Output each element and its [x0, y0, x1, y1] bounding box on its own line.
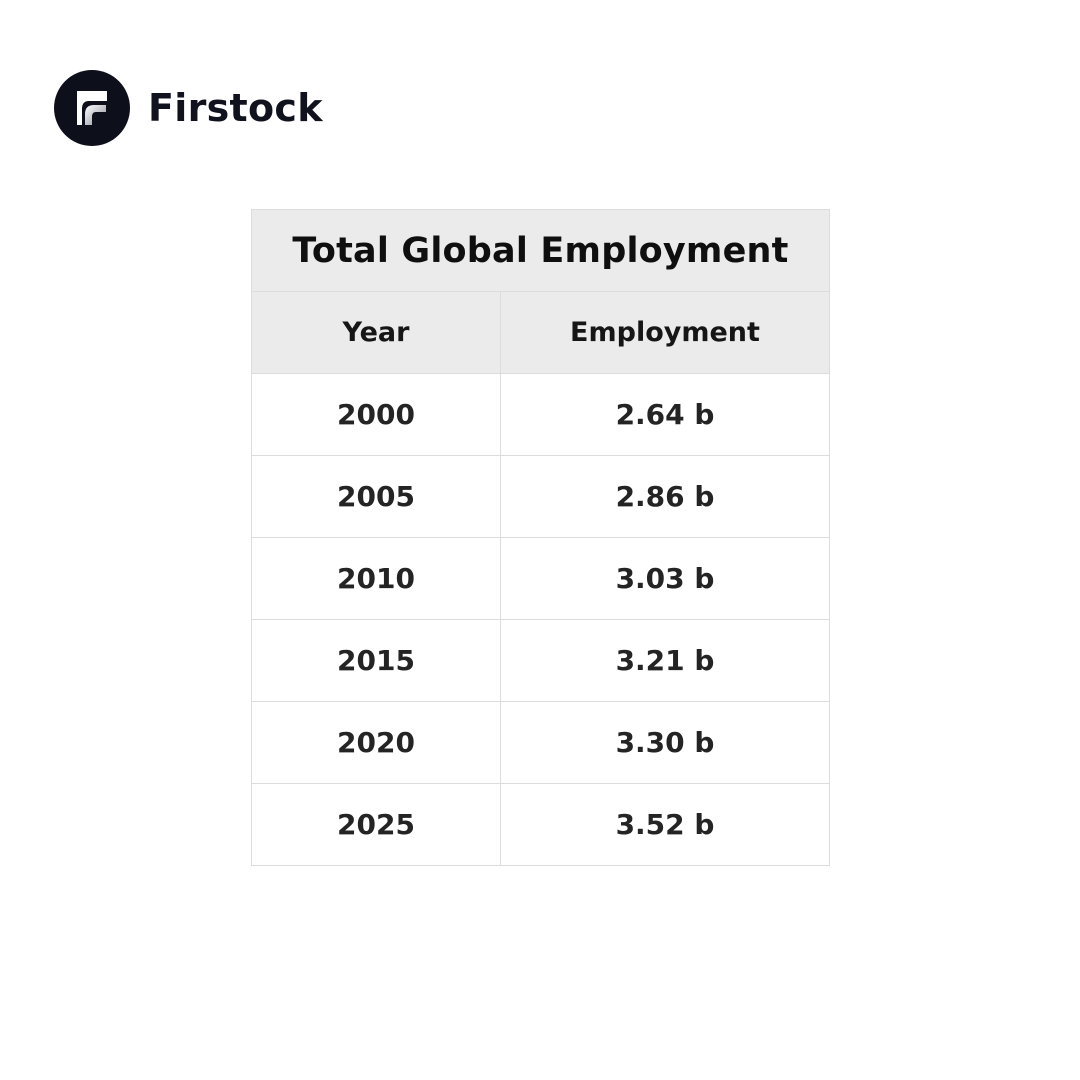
column-header-employment: Employment — [500, 291, 830, 374]
column-header-year: Year — [251, 291, 501, 374]
year-cell: 2010 — [251, 537, 501, 620]
employment-cell: 3.03 b — [500, 537, 830, 620]
table-row: 2025 3.52 b — [251, 783, 830, 866]
logo-mark — [77, 91, 107, 125]
brand-header: Firstock — [54, 70, 323, 146]
brand-name: Firstock — [148, 86, 323, 130]
table-row: 2015 3.21 b — [251, 619, 830, 702]
year-cell: 2015 — [251, 619, 501, 702]
table-row: 2005 2.86 b — [251, 455, 830, 538]
employment-cell: 2.86 b — [500, 455, 830, 538]
employment-cell: 3.30 b — [500, 701, 830, 784]
year-cell: 2025 — [251, 783, 501, 866]
table-header-row: Year Employment — [251, 291, 830, 374]
table-row: 2020 3.30 b — [251, 701, 830, 784]
firstock-logo-icon — [54, 70, 130, 146]
employment-table-container: Total Global Employment Year Employment … — [251, 209, 830, 866]
year-cell: 2020 — [251, 701, 501, 784]
table-row: 2000 2.64 b — [251, 373, 830, 456]
employment-cell: 3.52 b — [500, 783, 830, 866]
year-cell: 2000 — [251, 373, 501, 456]
table-title: Total Global Employment — [251, 209, 830, 292]
table-title-row: Total Global Employment — [251, 209, 830, 292]
table-row: 2010 3.03 b — [251, 537, 830, 620]
employment-table: Total Global Employment Year Employment … — [251, 209, 830, 866]
employment-cell: 2.64 b — [500, 373, 830, 456]
year-cell: 2005 — [251, 455, 501, 538]
employment-cell: 3.21 b — [500, 619, 830, 702]
